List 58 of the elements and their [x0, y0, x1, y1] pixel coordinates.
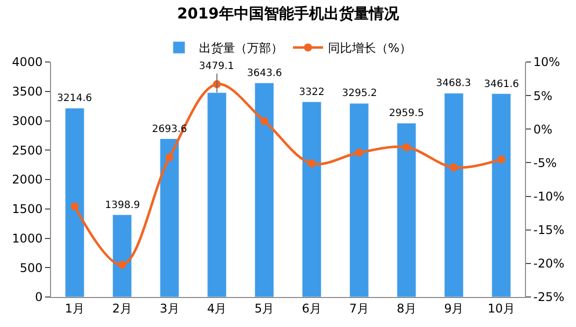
- chart-title: 2019年中国智能手机出货量情况: [177, 4, 400, 23]
- x-tick-label: 1月: [64, 301, 85, 316]
- bar: [207, 92, 227, 297]
- y2-tick-label: -10%: [533, 189, 564, 204]
- x-tick-label: 6月: [302, 301, 322, 316]
- x-tick-label: 7月: [349, 301, 369, 316]
- x-tick-label: 8月: [396, 301, 416, 316]
- y2-tick-label: -15%: [533, 223, 564, 238]
- bar: [302, 102, 322, 297]
- y-tick-label: 1500: [12, 202, 43, 216]
- point: [118, 260, 126, 269]
- y2-tick-label: -25%: [533, 290, 564, 304]
- y2-tick-label: 0%: [533, 122, 552, 136]
- y-tick-label: 500: [20, 260, 43, 275]
- bar: [396, 122, 416, 297]
- y-tick-label: 2500: [12, 143, 43, 158]
- point: [450, 163, 458, 172]
- data-label: 3322: [299, 87, 324, 98]
- y2-tick-label: -5%: [533, 156, 557, 170]
- data-label: 3461.6: [484, 79, 519, 90]
- bar: [112, 214, 132, 297]
- y2-tick-label: -20%: [533, 256, 564, 271]
- point: [166, 153, 174, 162]
- data-label: 3295.2: [342, 88, 377, 99]
- data-label: 3479.1: [199, 61, 234, 72]
- y2-tick-label: 10%: [533, 55, 560, 70]
- data-label: 1398.9: [105, 200, 140, 211]
- point: [70, 202, 79, 210]
- x-tick-label: 3月: [160, 301, 180, 316]
- y-tick-label: 0: [34, 290, 43, 304]
- x-tick-label: 10月: [488, 301, 515, 316]
- y-tick-label: 2000: [12, 172, 43, 187]
- y2-tick-label: 5%: [533, 88, 552, 103]
- data-label: 2959.5: [389, 108, 424, 119]
- point: [308, 159, 316, 168]
- y-tick-label: 4000: [12, 55, 43, 70]
- legend-label: 出货量（万部）: [199, 41, 283, 56]
- y-tick-label: 3000: [12, 114, 43, 128]
- x-tick-label: 2月: [112, 301, 132, 316]
- bar: [254, 82, 274, 297]
- x-tick-label: 9月: [444, 301, 464, 316]
- data-label: 3643.6: [247, 68, 282, 79]
- point: [355, 148, 364, 157]
- bar: [349, 103, 369, 297]
- data-label: 3468.3: [436, 78, 471, 89]
- legend-label: 同比增长（%）: [328, 41, 412, 56]
- y-tick-label: 3500: [12, 84, 43, 99]
- bar: [160, 138, 180, 297]
- point: [402, 143, 410, 152]
- x-tick-label: 4月: [207, 301, 227, 316]
- point: [260, 117, 268, 126]
- point: [497, 155, 506, 164]
- bar: [492, 93, 512, 297]
- y-tick-label: 1000: [12, 231, 43, 246]
- bar: [444, 92, 464, 297]
- bar: [64, 108, 84, 297]
- x-tick-label: 5月: [254, 301, 274, 316]
- data-label: 3214.6: [57, 93, 92, 104]
